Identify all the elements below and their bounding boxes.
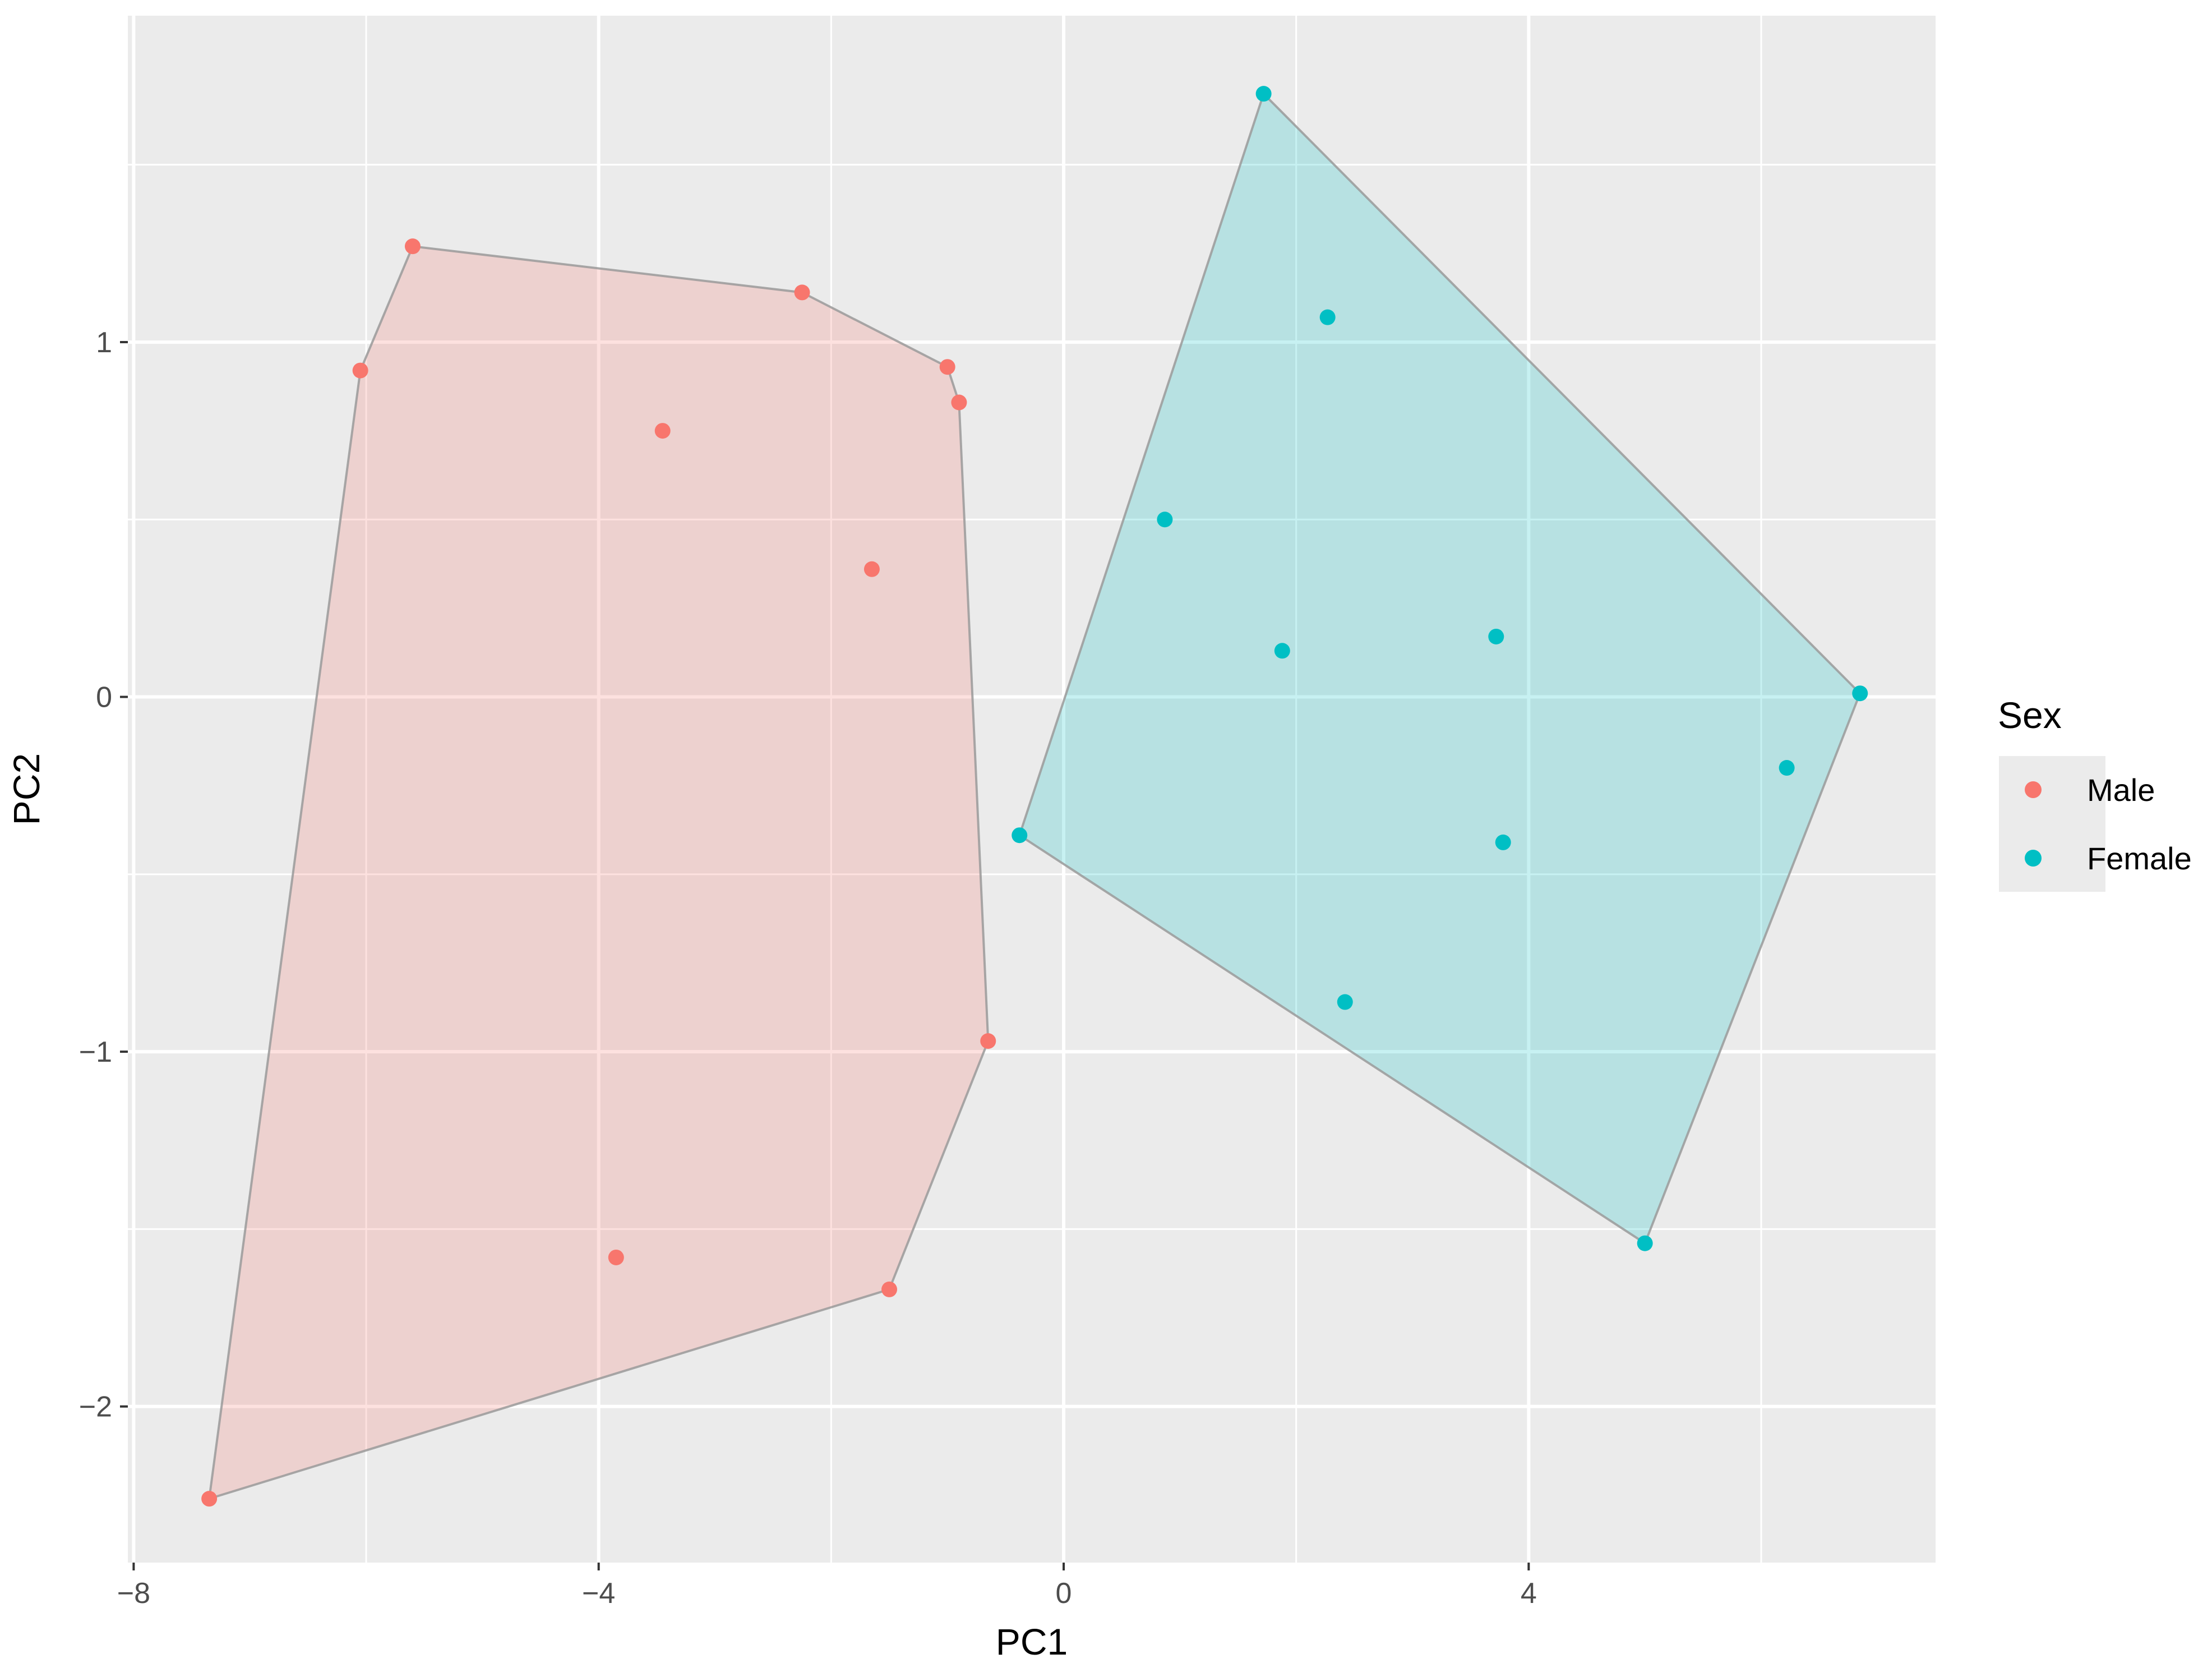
point-male (881, 1281, 898, 1297)
point-female (1637, 1235, 1653, 1251)
point-male (654, 423, 671, 439)
x-tick-label: −4 (582, 1577, 615, 1610)
point-male (951, 394, 967, 411)
point-female (1495, 834, 1511, 850)
point-female (1488, 628, 1504, 644)
point-female (1255, 86, 1272, 102)
point-female (1852, 685, 1868, 702)
point-male (352, 362, 368, 379)
x-axis-title: PC1 (996, 1621, 1068, 1662)
x-axis: −8 −4 0 4 (117, 1563, 1537, 1610)
point-male (980, 1033, 996, 1049)
point-female (1337, 994, 1353, 1010)
y-axis: −2 −1 0 1 (79, 326, 128, 1423)
point-male (939, 359, 955, 375)
point-female (1012, 827, 1028, 844)
legend-key-male (2025, 781, 2042, 798)
y-tick-label: −1 (79, 1036, 112, 1068)
point-female (1274, 643, 1290, 659)
point-male (201, 1491, 218, 1507)
x-tick-label: −8 (117, 1577, 150, 1610)
point-female (1319, 309, 1336, 325)
point-male (863, 561, 880, 577)
hull-polygons (207, 91, 1862, 1500)
x-tick-label: 4 (1521, 1577, 1537, 1610)
data-points (201, 86, 1868, 1507)
legend: Sex Male Female (1998, 694, 2192, 892)
x-tick-label: 0 (1056, 1577, 1072, 1610)
minor-gridlines (128, 16, 1936, 1563)
y-tick-label: −2 (79, 1391, 112, 1423)
y-tick-label: 0 (96, 681, 112, 714)
legend-key-background (1999, 756, 2105, 892)
point-male (608, 1249, 624, 1265)
y-tick-label: 1 (96, 326, 112, 359)
plot-panel (128, 16, 1936, 1563)
point-male (794, 284, 810, 301)
point-female (1779, 760, 1795, 776)
legend-label-female: Female (2087, 841, 2192, 876)
y-axis-title: PC2 (6, 753, 47, 825)
legend-label-male: Male (2087, 772, 2155, 808)
legend-key-female (2025, 850, 2042, 867)
legend-title: Sex (1998, 694, 2062, 736)
point-male (404, 238, 421, 255)
major-gridlines (128, 16, 1936, 1563)
point-female (1157, 512, 1173, 528)
